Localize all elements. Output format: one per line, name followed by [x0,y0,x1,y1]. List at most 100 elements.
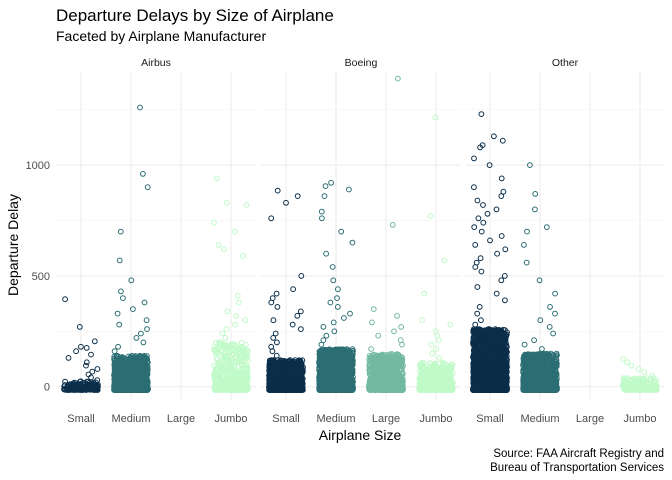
data-point [70,386,76,393]
data-point [115,343,121,350]
data-point [118,361,124,368]
data-point [143,368,150,375]
data-point [272,330,279,337]
data-point [134,368,140,375]
x-tick-label: Large [167,413,195,425]
data-point [321,193,328,200]
data-point [117,228,124,235]
data-point [320,324,327,330]
data-point [119,355,126,361]
data-point [127,354,133,361]
data-point [143,365,150,372]
data-point [274,304,281,310]
points-airbus [61,104,251,393]
data-point [78,343,84,350]
data-point [111,353,118,360]
data-point [133,335,140,341]
x-tick-label: Jumbo [214,413,247,425]
data-point [289,321,296,328]
data-point [329,264,336,270]
data-point [62,296,68,303]
data-point [83,345,90,351]
data-point [111,348,118,355]
data-point [85,371,92,378]
chart-title: Departure Delays by Size of Airplane [56,6,334,25]
x-tick-label: Small [272,413,300,425]
data-point [144,326,150,333]
data-point [121,368,128,374]
chart-subtitle: Faceted by Airplane Manufacturer [56,28,266,44]
data-point [125,386,132,393]
data-point [111,377,118,383]
data-point [117,380,124,387]
data-point [130,306,136,313]
data-point [66,387,73,393]
data-point [213,175,220,182]
data-point [94,377,101,384]
data-point [144,184,151,191]
data-point [211,219,217,226]
data-point [134,377,141,384]
data-point [243,202,250,208]
data-point [88,351,94,358]
data-point [143,317,150,324]
data-point [334,295,340,302]
data-point [223,199,230,206]
data-point [62,378,68,385]
data-point [298,326,304,333]
data-point [231,228,238,235]
data-point [297,308,304,315]
data-point [65,355,72,361]
data-point [330,319,337,326]
data-point [294,312,301,319]
data-point [83,359,90,366]
data-point [318,208,325,215]
data-point [236,299,242,306]
data-point [61,386,67,393]
y-tick-label: 1000 [26,160,50,172]
data-point [338,228,345,235]
data-point [76,324,83,330]
facet-strip-label: Boeing [345,57,378,69]
data-point [346,186,352,193]
data-point [94,387,101,393]
data-point [270,317,277,324]
data-point [89,368,96,375]
data-point [330,277,337,284]
data-point [323,332,330,339]
data-point [273,352,280,359]
data-point [349,239,356,246]
data-point [144,381,151,388]
data-point [319,215,325,222]
data-point [232,321,239,328]
data-point [131,373,138,380]
data-point [274,339,280,346]
x-tick-label: Small [67,413,95,425]
data-point [139,380,145,387]
data-point [137,104,143,111]
data-point [239,253,246,259]
data-point [140,374,146,380]
data-point [220,246,227,253]
data-point [224,308,231,315]
data-point [112,362,119,369]
y-tick-label: 0 [44,382,50,394]
data-point [140,374,147,381]
data-point [327,299,334,306]
data-point [127,354,134,360]
data-point [77,380,84,387]
data-point [111,371,118,378]
data-point [129,360,136,367]
data-point [112,374,118,380]
data-point [140,171,146,177]
data-point [81,381,87,388]
data-point [274,187,281,194]
facet-strip-label: Airbus [141,57,171,69]
data-point [290,286,297,293]
data-point [134,386,140,393]
data-point [143,374,150,381]
data-point [114,353,121,359]
